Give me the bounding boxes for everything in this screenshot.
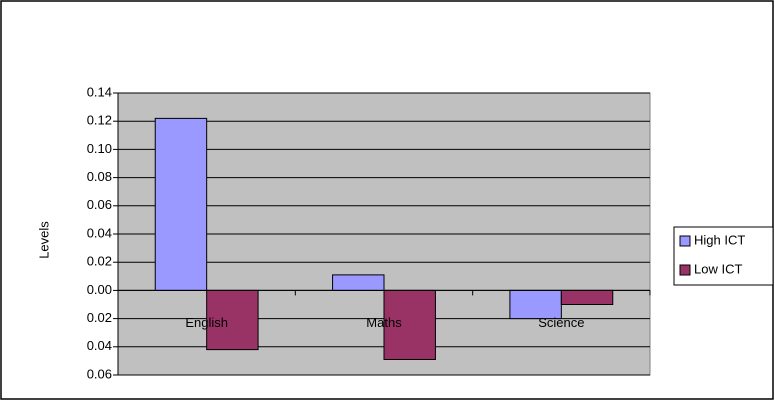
legend-label: High ICT <box>694 232 745 247</box>
x-tick-label: Science <box>538 315 584 330</box>
bar <box>332 274 385 291</box>
bar <box>154 117 208 291</box>
bar <box>509 289 562 320</box>
x-tick-label: English <box>185 315 228 330</box>
y-tick-label: 0.06 <box>87 366 112 381</box>
y-tick-label: 0.10 <box>87 141 112 156</box>
y-tick-label: 0.02 <box>87 310 112 325</box>
y-tick-label: 0.14 <box>87 84 112 99</box>
bar <box>560 289 614 305</box>
legend-label: Low ICT <box>694 261 742 276</box>
bar <box>383 289 436 360</box>
y-tick-label: 0.12 <box>87 113 112 128</box>
y-tick-label: 0.00 <box>87 282 112 297</box>
legend-swatch <box>679 264 691 276</box>
legend-swatch <box>679 235 691 247</box>
y-tick-label: 0.04 <box>87 225 112 240</box>
y-tick-label: 0.04 <box>87 338 112 353</box>
y-tick-label: 0.08 <box>87 169 112 184</box>
y-tick-label: 0.06 <box>87 197 112 212</box>
y-axis-label: Levels <box>36 221 51 259</box>
x-tick-label: Maths <box>366 315 402 330</box>
y-tick-label: 0.02 <box>87 254 112 269</box>
